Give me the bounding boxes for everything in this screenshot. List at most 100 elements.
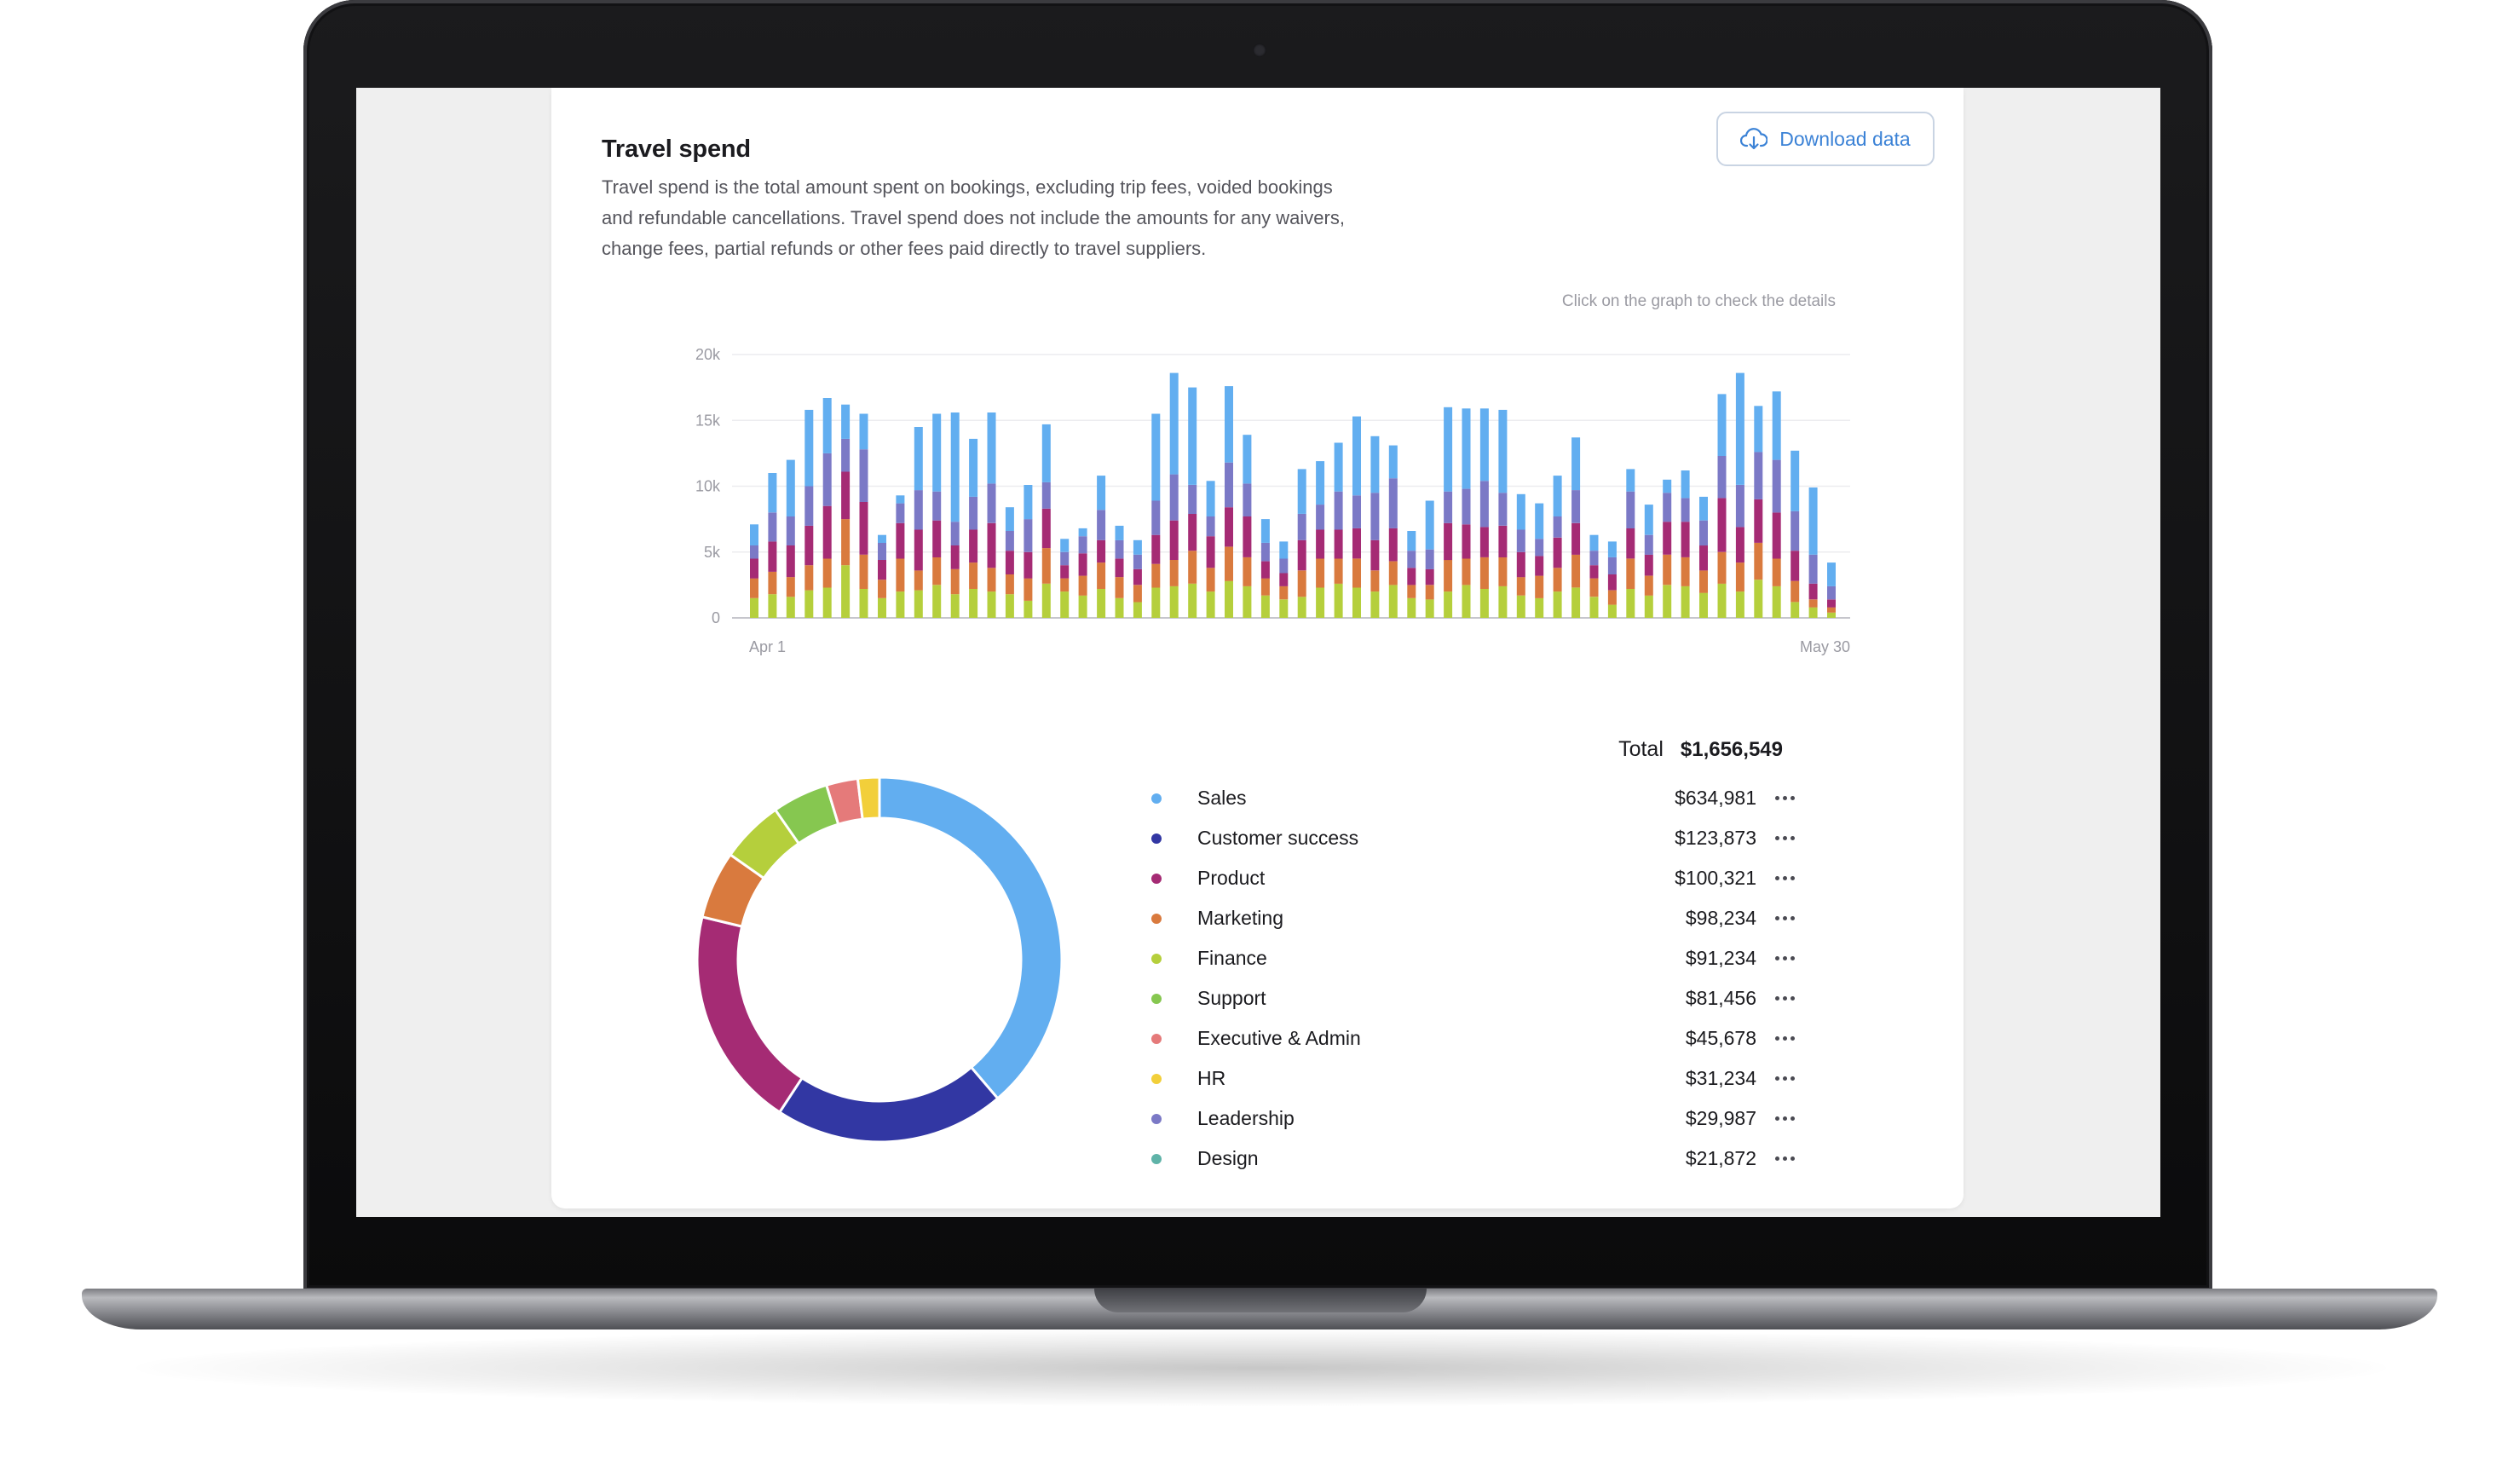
day-bar[interactable] xyxy=(1699,496,1708,618)
day-bar[interactable] xyxy=(1169,372,1179,618)
day-bar[interactable] xyxy=(1243,435,1252,618)
day-bar[interactable] xyxy=(1717,394,1727,618)
day-bar[interactable] xyxy=(822,398,832,618)
bar-segment xyxy=(969,438,978,497)
download-data-button[interactable]: Download data xyxy=(1716,112,1935,166)
more-options-icon[interactable] xyxy=(1770,836,1799,840)
legend-color-dot xyxy=(1151,1033,1162,1044)
day-bar[interactable] xyxy=(1115,525,1124,618)
bar-segment xyxy=(1243,557,1252,586)
bar-segment xyxy=(768,541,777,572)
donut-slice[interactable] xyxy=(856,776,881,821)
day-bar[interactable] xyxy=(1754,406,1763,618)
day-bar[interactable] xyxy=(804,409,814,618)
day-bar[interactable] xyxy=(1607,541,1617,618)
legend-item[interactable]: Design $21,872 xyxy=(1151,1139,1799,1179)
more-options-icon[interactable] xyxy=(1770,796,1799,800)
day-bar[interactable] xyxy=(1225,386,1233,618)
day-bar[interactable] xyxy=(1479,408,1489,618)
day-bar[interactable] xyxy=(1097,476,1106,618)
day-bar[interactable] xyxy=(1334,442,1343,619)
day-bar[interactable] xyxy=(1827,562,1836,618)
day-bar[interactable] xyxy=(1279,541,1289,618)
day-bar[interactable] xyxy=(1388,445,1398,618)
day-bar[interactable] xyxy=(1352,416,1361,618)
day-bar[interactable] xyxy=(1772,391,1781,618)
day-bar[interactable] xyxy=(1444,407,1453,618)
day-bar[interactable] xyxy=(1626,469,1635,618)
day-bar[interactable] xyxy=(786,459,795,618)
day-bar[interactable] xyxy=(859,413,868,619)
day-bar[interactable] xyxy=(1681,470,1690,618)
day-bar[interactable] xyxy=(1498,409,1508,618)
day-bar[interactable] xyxy=(1571,437,1581,618)
day-bar[interactable] xyxy=(1260,519,1270,618)
day-bar[interactable] xyxy=(1370,435,1380,618)
legend-item[interactable]: Product $100,321 xyxy=(1151,858,1799,898)
day-bar[interactable] xyxy=(896,495,905,618)
day-bar[interactable] xyxy=(932,413,942,619)
day-bar[interactable] xyxy=(987,412,996,618)
more-options-icon[interactable] xyxy=(1770,956,1799,960)
bar-segment xyxy=(1498,525,1508,557)
travel-spend-bar-chart[interactable]: 0 5k 10k 15k 20k Apr 1 May 30 xyxy=(654,335,1881,667)
more-options-icon[interactable] xyxy=(1770,1036,1799,1041)
day-bar[interactable] xyxy=(1589,534,1599,618)
bar-segment xyxy=(822,587,832,618)
day-bar[interactable] xyxy=(1151,413,1161,619)
bar-segment xyxy=(1516,595,1525,618)
day-bar[interactable] xyxy=(1663,479,1672,618)
day-bar[interactable] xyxy=(1535,503,1544,618)
day-bar[interactable] xyxy=(1644,505,1653,618)
legend-item[interactable]: Finance $91,234 xyxy=(1151,938,1799,978)
day-bar[interactable] xyxy=(1808,487,1818,618)
legend-item[interactable]: Executive & Admin $45,678 xyxy=(1151,1018,1799,1058)
day-bar[interactable] xyxy=(768,473,777,618)
day-bar[interactable] xyxy=(1462,408,1471,618)
department-donut-chart[interactable] xyxy=(692,772,1067,1147)
donut-slice[interactable] xyxy=(777,1065,1000,1144)
day-bar[interactable] xyxy=(750,524,758,618)
day-bar[interactable] xyxy=(914,427,923,618)
bar-segment xyxy=(841,471,851,520)
day-bar[interactable] xyxy=(1297,469,1306,618)
bar-segment xyxy=(1663,554,1672,585)
day-bar[interactable] xyxy=(950,412,960,618)
donut-slice[interactable] xyxy=(878,776,1064,1101)
day-bar[interactable] xyxy=(1553,476,1562,618)
day-bar[interactable] xyxy=(1516,493,1525,618)
bar-segment xyxy=(1060,578,1070,592)
more-options-icon[interactable] xyxy=(1770,1116,1799,1121)
day-bar[interactable] xyxy=(1425,500,1434,619)
day-bar[interactable] xyxy=(878,534,886,618)
day-bar[interactable] xyxy=(1316,461,1325,618)
legend-item[interactable]: Leadership $29,987 xyxy=(1151,1099,1799,1139)
day-bar[interactable] xyxy=(1005,507,1014,618)
day-bar[interactable] xyxy=(1206,481,1215,618)
legend-item[interactable]: Support $81,456 xyxy=(1151,978,1799,1018)
day-bar[interactable] xyxy=(969,438,978,618)
day-bar[interactable] xyxy=(1735,372,1744,618)
day-bar[interactable] xyxy=(1407,531,1416,618)
donut-slice[interactable] xyxy=(695,915,804,1115)
bar-segment xyxy=(1279,541,1289,559)
day-bar[interactable] xyxy=(1133,539,1142,618)
legend-item[interactable]: HR $31,234 xyxy=(1151,1058,1799,1099)
day-bar[interactable] xyxy=(1078,528,1087,618)
day-bar[interactable] xyxy=(1791,450,1800,618)
day-bar[interactable] xyxy=(1024,485,1033,618)
legend-item[interactable]: Customer success $123,873 xyxy=(1151,818,1799,858)
more-options-icon[interactable] xyxy=(1770,916,1799,920)
more-options-icon[interactable] xyxy=(1770,1076,1799,1081)
day-bar[interactable] xyxy=(841,404,851,618)
more-options-icon[interactable] xyxy=(1770,876,1799,880)
more-options-icon[interactable] xyxy=(1770,1156,1799,1161)
bar-segment xyxy=(1097,476,1106,510)
day-bar[interactable] xyxy=(1041,424,1051,618)
legend-item[interactable]: Marketing $98,234 xyxy=(1151,898,1799,938)
legend-item[interactable]: Sales $634,981 xyxy=(1151,778,1799,818)
day-bar[interactable] xyxy=(1188,387,1197,618)
more-options-icon[interactable] xyxy=(1770,996,1799,1001)
bar-segment xyxy=(1243,585,1252,618)
day-bar[interactable] xyxy=(1060,539,1070,618)
